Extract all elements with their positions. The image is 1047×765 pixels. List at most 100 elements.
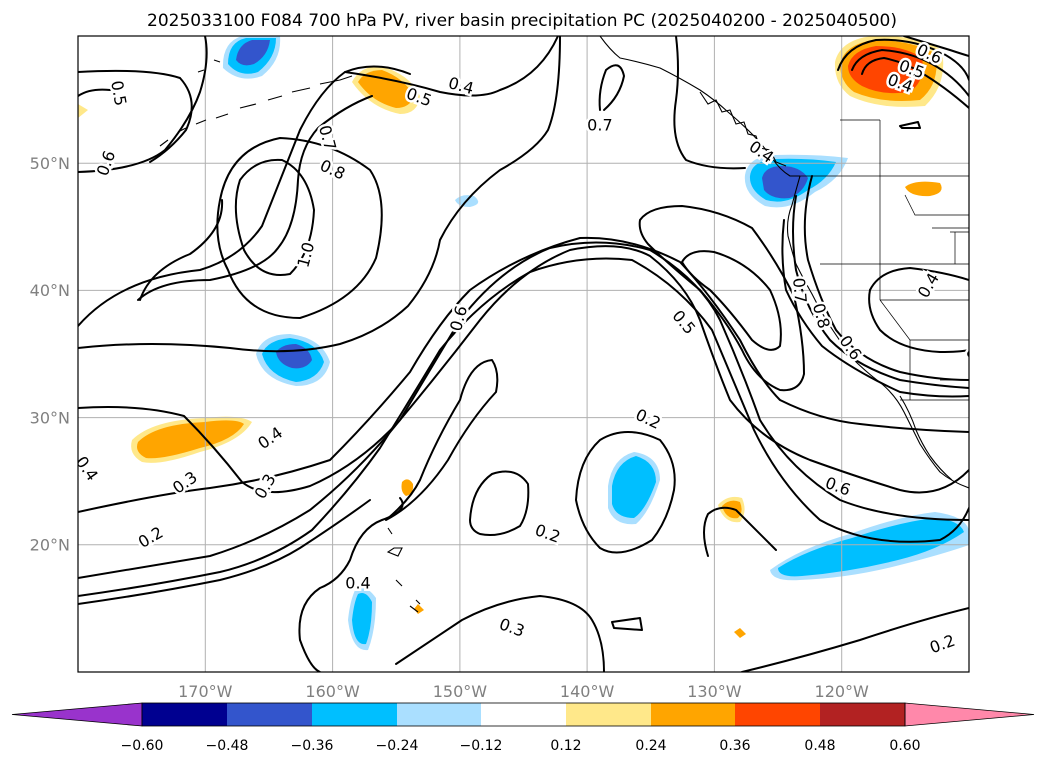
small-island-north xyxy=(197,59,221,73)
contour-0.4-ne xyxy=(861,57,969,109)
contour-0.6-ne-right xyxy=(903,36,969,57)
colorbar-bin-9 xyxy=(820,703,905,726)
hawaii-islands xyxy=(386,527,421,613)
colorbar-bin-6 xyxy=(566,703,651,726)
colorbar-tick-label: −0.24 xyxy=(376,738,419,754)
lat-tick-label-30n: 30°N xyxy=(30,408,70,427)
contour-0.8-coast-loop xyxy=(681,250,782,351)
contour-0.2-east xyxy=(703,506,777,557)
us-west-coast xyxy=(786,175,969,489)
contour-0.2-south-loop xyxy=(385,359,499,521)
precip-region-orange-alaska-core xyxy=(358,70,414,108)
colorbar-extend-low xyxy=(11,702,143,727)
pv-contours xyxy=(78,36,969,672)
colorbar-tick-label: −0.12 xyxy=(460,738,503,754)
lat-tick-label-20n: 20°N xyxy=(30,536,70,555)
colorbar-tick-label: 0.36 xyxy=(719,738,750,754)
lon-tick-label-120w: 120°W xyxy=(815,682,870,701)
colorbar-tick-label: 0.48 xyxy=(804,738,835,754)
precip-region-blue-subtropical-core xyxy=(778,518,964,577)
lon-tick-label-140w: 140°W xyxy=(560,682,615,701)
contour-0.3-south-bottom xyxy=(395,595,605,672)
colorbar-extend-high xyxy=(904,702,1035,727)
precip-region-orange-small-3 xyxy=(905,181,942,197)
contour-edge-left xyxy=(78,88,111,97)
contour-0.2-south xyxy=(78,499,371,605)
contour-0.8-inner-loop xyxy=(216,137,383,319)
precip-region-orange-west-core xyxy=(137,420,244,459)
contour-label-text: 0.7 xyxy=(789,277,810,304)
contour-0.4-coast xyxy=(803,175,969,381)
baja-coast xyxy=(899,395,953,481)
colorbar-tick-label: 0.24 xyxy=(635,738,666,754)
lat-tick-labels: 20°N 30°N 40°N 50°N xyxy=(30,154,70,555)
colorbar-bin-4 xyxy=(397,703,481,726)
colorbar-bin-1 xyxy=(142,703,227,726)
colorbar-tick-label: −0.36 xyxy=(291,738,334,754)
coastlines xyxy=(159,36,969,613)
colorbar-bin-7 xyxy=(651,703,735,726)
contour-0.2-mid-loop xyxy=(469,470,530,536)
contour-0.6-coast xyxy=(781,219,969,398)
contour-0.2-se xyxy=(741,607,969,672)
precip-region-orange-small-2 xyxy=(401,479,414,496)
lon-tick-label-160w: 160°W xyxy=(305,682,360,701)
colorbar-bin-8 xyxy=(735,703,820,726)
contour-0.6-west xyxy=(78,36,208,173)
precip-region-orange-edge xyxy=(78,104,88,118)
contour-label: 0.7 xyxy=(585,113,615,137)
contour-1.0-ring xyxy=(234,158,315,276)
contour-small-loop xyxy=(611,617,643,631)
lon-tick-label-130w: 130°W xyxy=(687,682,742,701)
map-gridlines xyxy=(78,36,969,672)
canada-coast xyxy=(699,91,787,167)
contour-label-text: 0.7 xyxy=(587,116,612,135)
precip-region-blue-south-core xyxy=(352,593,372,645)
contour-0.8-ring xyxy=(137,95,373,301)
contour-0.2-pacific xyxy=(78,257,969,597)
colorbar-bin-2 xyxy=(227,703,312,726)
precip-region-blue-aleutian-inner xyxy=(236,40,270,66)
contour-0.5-coast xyxy=(792,195,969,389)
precip-region-blue-central-core xyxy=(612,456,656,518)
contour-label: 0.4 xyxy=(343,571,373,595)
contour-0.6-center xyxy=(78,36,561,353)
contour-0.7-coast-loop xyxy=(638,205,805,392)
colorbar-tick-label: 0.12 xyxy=(550,738,581,754)
colorbar-tick-label: 0.60 xyxy=(889,738,920,754)
lat-tick-label-40n: 40°N xyxy=(30,281,70,300)
colorbar-tick-label: −0.60 xyxy=(121,738,164,754)
contour-0.5-ne xyxy=(851,49,969,97)
contour-0.6-alaska xyxy=(673,36,746,170)
lat-tick-label-50n: 50°N xyxy=(30,154,70,173)
contour-0.7-north xyxy=(598,64,625,111)
contour-0.4-north-loop xyxy=(899,121,921,129)
contour-0.6-ne-loop xyxy=(837,38,969,81)
contour-0.4-pacific xyxy=(78,236,969,513)
lon-tick-label-150w: 150°W xyxy=(433,682,488,701)
contour-0.3-inner xyxy=(868,289,969,353)
contour-0.4-alaska xyxy=(344,36,559,97)
colorbar-tick-label: −0.48 xyxy=(206,738,249,754)
aleutian-islands xyxy=(159,75,353,147)
colorbar-bin-5 xyxy=(481,703,566,726)
contour-label-text: 0.4 xyxy=(345,574,370,593)
contour-0.3-inner-loop xyxy=(869,267,969,291)
colorbar: −0.60 −0.48 −0.36 −0.24 −0.12 0.12 0.24 … xyxy=(11,702,1035,754)
contour-0.3-south xyxy=(299,639,321,672)
lon-tick-label-170w: 170°W xyxy=(178,682,233,701)
state-borders xyxy=(820,119,969,401)
alaska-coast xyxy=(599,36,800,177)
contour-0.3-pacific xyxy=(78,241,969,579)
colorbar-frame xyxy=(141,702,906,727)
precip-region-orange-ne-core xyxy=(848,46,923,94)
contour-label: 0.7 xyxy=(787,274,813,306)
colorbar-bin-3 xyxy=(312,703,397,726)
chart-title: 2025033100 F084 700 hPa PV, river basin … xyxy=(147,11,897,31)
contour-0.5-west xyxy=(78,69,193,163)
map-frame xyxy=(77,35,970,673)
contour-0.2-central-loop xyxy=(575,431,676,554)
precip-region-orange-tiny-2 xyxy=(734,628,746,638)
contour-0.7-loop xyxy=(139,199,224,301)
